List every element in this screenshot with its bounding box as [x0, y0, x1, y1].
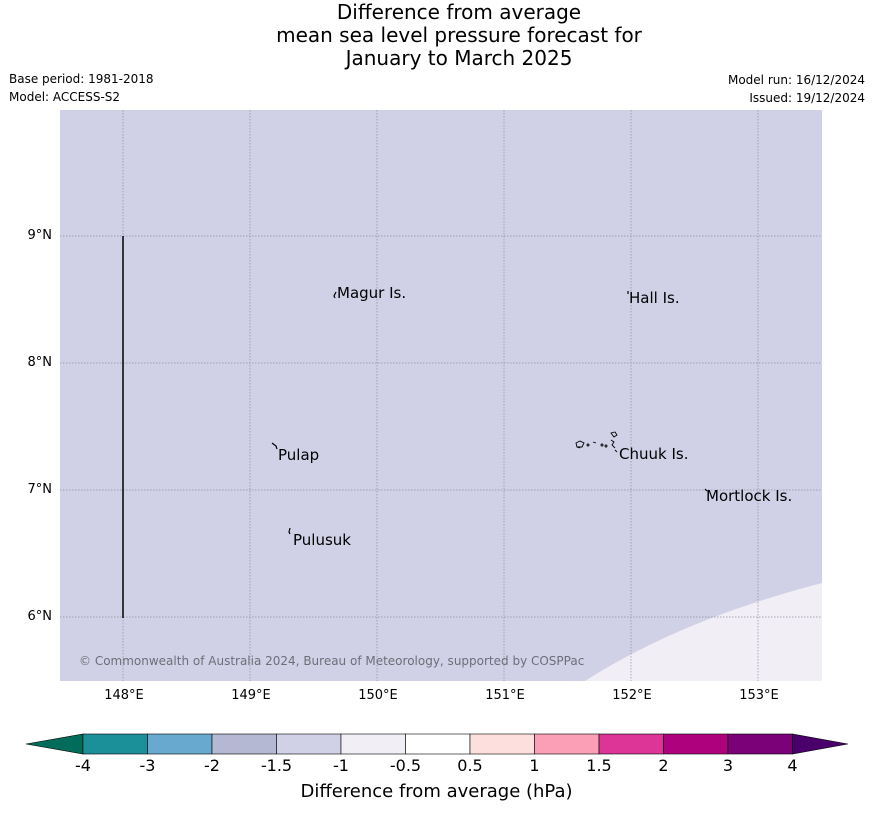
model-name: Model: ACCESS-S2 — [9, 90, 121, 104]
place-pulap: Pulap — [278, 446, 320, 464]
anomaly-fill-main — [60, 110, 822, 681]
copyright-notice: © Commonwealth of Australia 2024, Bureau… — [79, 654, 585, 668]
title-line-3: January to March 2025 — [345, 46, 573, 70]
title-line-1: Difference from average — [336, 0, 582, 24]
colorbar-cell — [598, 733, 664, 755]
lon-label-149e: 149°E — [231, 688, 271, 703]
lat-label-8n: 8°N — [27, 355, 53, 370]
colorbar-tick-label: -4 — [75, 756, 91, 775]
lat-label-7n: 7°N — [27, 482, 53, 497]
colorbar-tick-label: -0.5 — [389, 756, 422, 775]
colorbar-tick-label: 1 — [529, 756, 540, 775]
lon-label-153e: 153°E — [739, 688, 779, 703]
colorbar-tick-label: -3 — [139, 756, 156, 775]
lat-label-6n: 6°N — [27, 609, 53, 624]
anomaly-fill-light — [585, 583, 822, 681]
colorbar-cell — [534, 733, 600, 755]
model-run: Model run: 16/12/2024 — [727, 73, 865, 87]
colorbar-cell — [340, 733, 406, 755]
mortlock-island-shape — [704, 488, 708, 492]
colorbar-under-arrow — [25, 733, 84, 755]
place-mortlock: Mortlock Is. — [706, 487, 793, 505]
map-canvas — [60, 110, 822, 681]
chart-title: Difference from average mean sea level p… — [0, 1, 873, 70]
colorbar-cell — [405, 733, 471, 755]
place-chuuk: Chuuk Is. — [619, 445, 689, 463]
colorbar — [25, 733, 849, 755]
place-magur: Magur Is. — [337, 284, 407, 302]
lon-label-152e: 152°E — [612, 688, 652, 703]
base-period: Base period: 1981-2018 — [9, 72, 154, 86]
colorbar-tick-label: 0.5 — [457, 756, 483, 775]
lon-label-148e: 148°E — [104, 688, 144, 703]
colorbar-tick-label: -2 — [204, 756, 220, 775]
colorbar-cell — [663, 733, 729, 755]
graticule — [60, 110, 822, 681]
colorbar-cell — [276, 733, 342, 755]
colorbar-tick-label: -1 — [333, 756, 349, 775]
issued-date: Issued: 19/12/2024 — [749, 91, 865, 105]
colorbar-over-arrow — [792, 733, 849, 755]
colorbar-cell — [211, 733, 277, 755]
lon-label-150e: 150°E — [358, 688, 398, 703]
lon-label-151e: 151°E — [485, 688, 525, 703]
colorbar-cell — [727, 733, 793, 755]
colorbar-cell — [147, 733, 213, 755]
chuuk-lagoon-shape — [575, 431, 618, 453]
pulusuk-island-shape — [288, 527, 291, 535]
lat-label-9n: 9°N — [27, 228, 53, 243]
colorbar-tick-label: 1.5 — [586, 756, 612, 775]
place-hall: Hall Is. — [629, 289, 680, 307]
meta-right: Model run: 16/12/2024 Issued: 19/12/2024 — [728, 71, 865, 107]
meta-left: Base period: 1981-2018 Model: ACCESS-S2 — [9, 70, 154, 106]
magur-island-shape — [333, 291, 337, 299]
colorbar-cell — [82, 733, 148, 755]
colorbar-title: Difference from average (hPa) — [300, 781, 573, 802]
colorbar-cell — [469, 733, 535, 755]
colorbar-tick-label: 3 — [722, 756, 734, 775]
colorbar-tick-label: -1.5 — [260, 756, 293, 775]
colorbar-tick-label: 4 — [787, 756, 798, 775]
title-line-2: mean sea level pressure forecast for — [276, 23, 642, 47]
map-panel[interactable] — [60, 110, 822, 681]
colorbar-tick-label: 2 — [658, 756, 669, 775]
pulap-island-shape — [271, 442, 278, 450]
place-pulusuk: Pulusuk — [293, 531, 351, 549]
